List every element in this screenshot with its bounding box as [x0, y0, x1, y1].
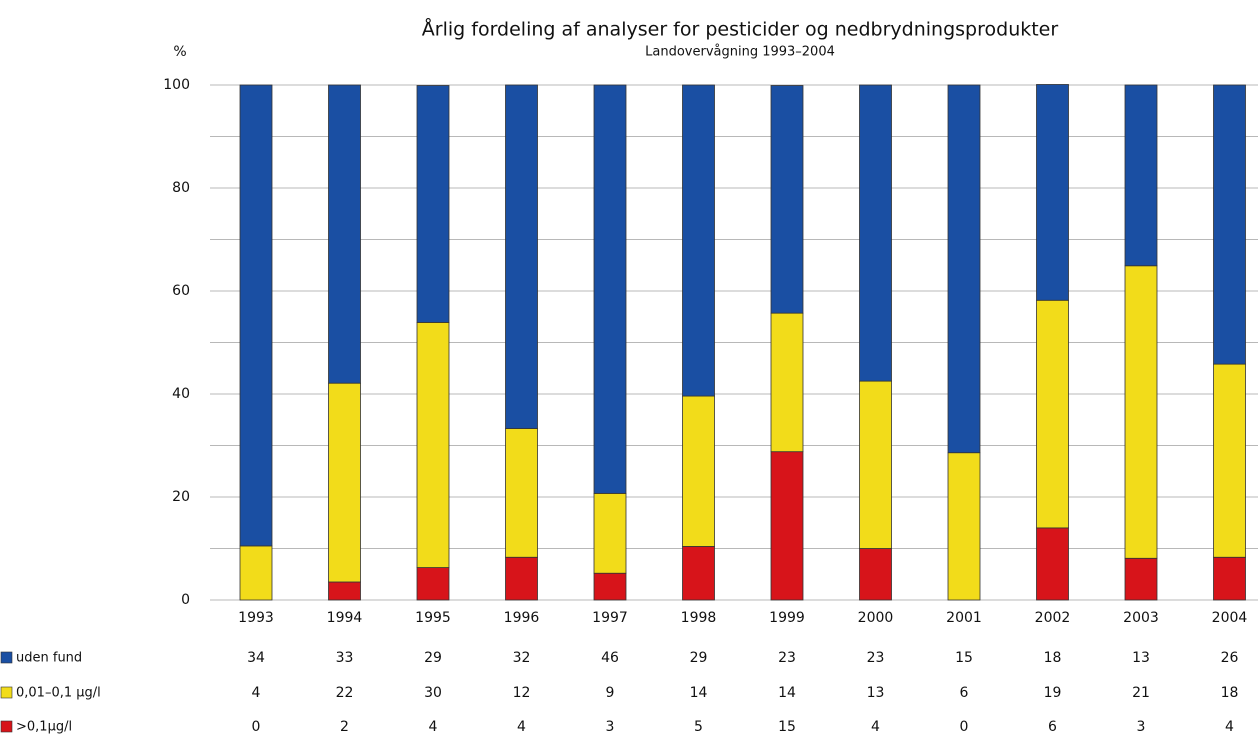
legend-swatch — [0, 720, 13, 733]
table-cell: 0 — [960, 719, 969, 735]
bar-segment — [1124, 265, 1158, 559]
bar-segment — [505, 556, 538, 601]
table-cell: 3 — [606, 719, 615, 735]
table-cell: 33 — [336, 650, 354, 666]
bar-segment — [505, 428, 538, 558]
table-cell: 13 — [1132, 650, 1150, 666]
legend-label: 0,01–0,1 µg/l — [16, 686, 101, 701]
x-tick-label: 2002 — [1035, 610, 1071, 626]
y-axis-label: % — [173, 44, 186, 60]
legend-label: >0,1µg/l — [16, 720, 72, 735]
table-cell: 23 — [778, 650, 796, 666]
table-cell: 26 — [1221, 650, 1239, 666]
table-cell: 18 — [1044, 650, 1062, 666]
bar-segment — [947, 84, 981, 454]
bar-segment — [239, 545, 273, 601]
x-tick-label: 1999 — [769, 610, 805, 626]
table-cell: 3 — [1137, 719, 1146, 735]
x-tick-label: 2001 — [946, 610, 982, 626]
bar-segment — [770, 451, 804, 601]
table-cell: 21 — [1132, 685, 1150, 701]
bar-segment — [1213, 84, 1246, 365]
legend-swatch — [0, 686, 13, 699]
bar-segment — [1036, 527, 1069, 601]
bar-segment — [1124, 557, 1158, 601]
legend-label: uden fund — [16, 651, 82, 666]
y-tick-label: 80 — [172, 180, 190, 196]
bar-segment — [770, 85, 804, 314]
bar-segment — [1036, 299, 1069, 529]
table-cell: 4 — [871, 719, 880, 735]
x-tick-label: 1994 — [327, 610, 363, 626]
bar-segment — [328, 382, 361, 583]
table-cell: 6 — [1048, 719, 1057, 735]
table-cell: 4 — [517, 719, 526, 735]
x-tick-label: 2000 — [858, 610, 894, 626]
bar-segment — [505, 84, 538, 429]
table-cell: 9 — [606, 685, 615, 701]
table-cell: 0 — [252, 719, 261, 735]
bar-segment — [593, 492, 627, 574]
table-cell: 4 — [1225, 719, 1234, 735]
bar-segment — [239, 84, 273, 547]
bar-segment — [682, 395, 715, 547]
bar-segment — [1124, 84, 1158, 267]
table-cell: 15 — [955, 650, 973, 666]
x-tick-label: 1998 — [681, 610, 717, 626]
bar-segment — [859, 380, 892, 549]
table-cell: 18 — [1221, 685, 1239, 701]
table-cell: 29 — [424, 650, 442, 666]
bar-segment — [1213, 363, 1246, 558]
bar-segment — [416, 85, 450, 323]
table-cell: 30 — [424, 685, 442, 701]
bar-segment — [770, 312, 804, 453]
y-tick-label: 40 — [172, 386, 190, 402]
bar-segment — [416, 567, 450, 601]
bar-segment — [682, 546, 715, 601]
table-cell: 2 — [340, 719, 349, 735]
table-cell: 19 — [1044, 685, 1062, 701]
bar-segment — [1036, 84, 1069, 301]
x-tick-label: 1996 — [504, 610, 540, 626]
bar-segment — [593, 84, 627, 494]
table-cell: 5 — [694, 719, 703, 735]
legend-swatch — [0, 651, 13, 664]
table-cell: 12 — [513, 685, 531, 701]
y-tick-label: 100 — [163, 77, 190, 93]
table-cell: 23 — [867, 650, 885, 666]
x-tick-label: 2004 — [1212, 610, 1248, 626]
chart-title: Årlig fordeling af analyser for pesticid… — [422, 18, 1059, 41]
bar-segment — [947, 452, 981, 601]
y-tick-label: 60 — [172, 283, 190, 299]
x-tick-label: 1993 — [238, 610, 274, 626]
x-tick-label: 1997 — [592, 610, 628, 626]
table-cell: 15 — [778, 719, 796, 735]
y-tick-label: 20 — [172, 489, 190, 505]
table-cell: 14 — [778, 685, 796, 701]
table-cell: 29 — [690, 650, 708, 666]
bar-segment — [1213, 556, 1246, 601]
table-cell: 32 — [513, 650, 531, 666]
chart-subtitle: Landovervågning 1993–2004 — [645, 45, 835, 60]
x-tick-label: 2003 — [1123, 610, 1159, 626]
x-tick-label: 1995 — [415, 610, 451, 626]
bar-segment — [859, 548, 892, 601]
bar-segment — [416, 322, 450, 568]
table-cell: 13 — [867, 685, 885, 701]
table-cell: 22 — [336, 685, 354, 701]
table-cell: 6 — [960, 685, 969, 701]
table-cell: 4 — [429, 719, 438, 735]
table-cell: 46 — [601, 650, 619, 666]
bar-segment — [593, 572, 627, 601]
table-cell: 14 — [690, 685, 708, 701]
bar-segment — [682, 84, 715, 397]
bar-segment — [328, 581, 361, 601]
bar-segment — [328, 84, 361, 384]
y-tick-label: 0 — [181, 592, 190, 608]
table-cell: 4 — [252, 685, 261, 701]
bar-segment — [859, 84, 892, 382]
table-cell: 34 — [247, 650, 265, 666]
